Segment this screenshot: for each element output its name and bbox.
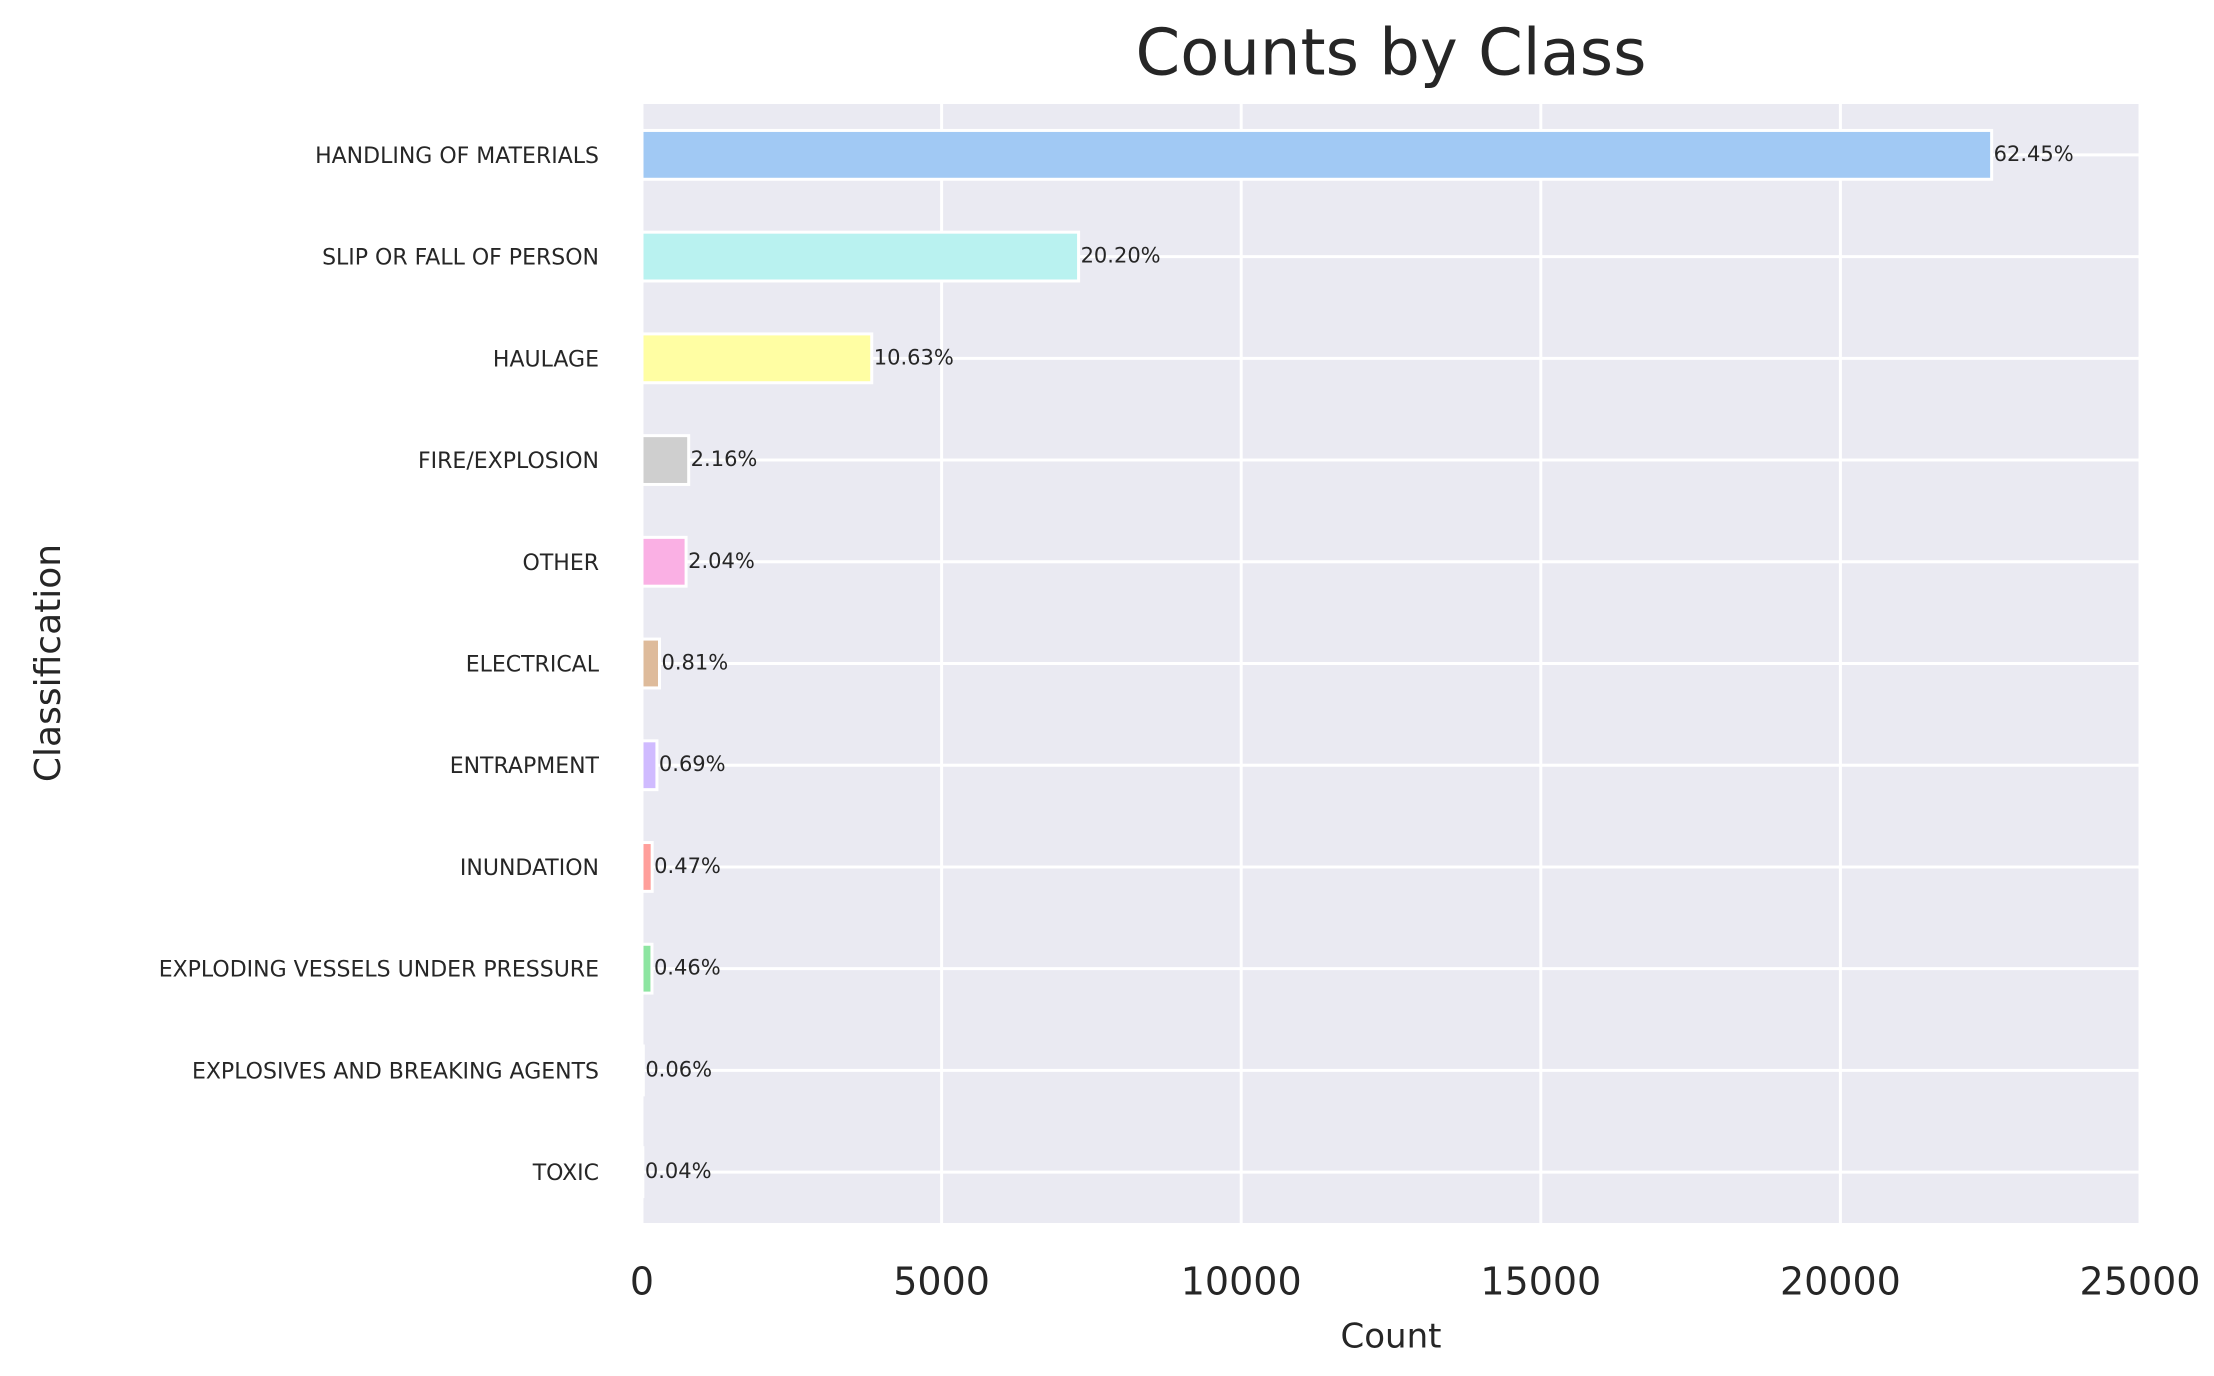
bar <box>640 1044 645 1097</box>
y-tick-label: OTHER <box>523 551 599 576</box>
x-tick-label: 10000 <box>1181 1260 1302 1304</box>
x-tick-label: 5000 <box>893 1260 990 1304</box>
value-label: 0.06% <box>645 1057 712 1081</box>
bar <box>640 128 1994 181</box>
bar <box>640 942 654 995</box>
bar <box>640 434 691 486</box>
y-tick-label: EXPLOSIVES AND BREAKING AGENTS <box>192 1059 599 1084</box>
value-label: 0.81% <box>661 651 728 675</box>
chart-title: Counts by Class <box>1136 17 1647 91</box>
y-tick-label: INUNDATION <box>460 856 599 881</box>
value-label: 10.63% <box>874 345 954 369</box>
value-label: 0.47% <box>654 854 721 878</box>
value-label: 0.46% <box>654 956 721 980</box>
x-axis-label: Count <box>1341 1317 1442 1357</box>
y-tick-label: HAULAGE <box>493 347 599 372</box>
bar <box>640 230 1081 283</box>
x-tick-label: 15000 <box>1480 1260 1601 1304</box>
bar <box>640 332 874 385</box>
x-tick-label: 0 <box>630 1260 654 1304</box>
y-tick-label: FIRE/EXPLOSION <box>418 449 599 474</box>
value-label: 0.04% <box>645 1159 712 1183</box>
y-tick-label: TOXIC <box>532 1161 599 1186</box>
y-tick-label: SLIP OR FALL OF PERSON <box>322 246 599 271</box>
bar <box>640 841 654 893</box>
bar <box>640 739 659 792</box>
x-tick-label: 25000 <box>2080 1260 2201 1304</box>
y-tick-label: ELECTRICAL <box>466 653 600 678</box>
value-label: 2.04% <box>688 549 755 573</box>
y-tick-label: ENTRAPMENT <box>450 754 600 779</box>
y-tick-label: HANDLING OF MATERIALS <box>315 144 599 169</box>
bar <box>640 1146 645 1199</box>
y-tick-label: EXPLODING VESSELS UNDER PRESSURE <box>159 958 599 983</box>
bar <box>640 535 688 588</box>
y-axis-label: Classification <box>28 544 69 782</box>
value-label: 62.45% <box>1994 142 2074 166</box>
x-tick-label: 20000 <box>1780 1260 1901 1304</box>
bar <box>640 637 661 690</box>
value-label: 0.69% <box>659 752 726 776</box>
value-label: 2.16% <box>691 447 758 471</box>
value-label: 20.20% <box>1081 244 1161 268</box>
